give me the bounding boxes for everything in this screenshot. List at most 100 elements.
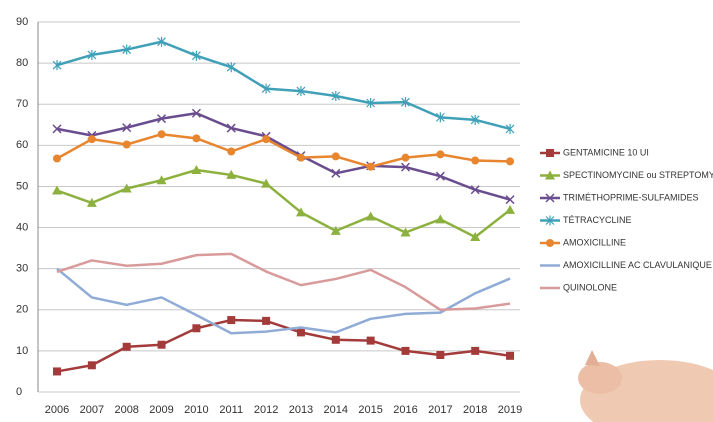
pig-decoration: [578, 350, 713, 422]
y-tick-label: 10: [16, 345, 28, 357]
marker: [471, 156, 480, 165]
marker: [122, 44, 132, 55]
marker: [226, 123, 236, 133]
marker: [470, 185, 480, 195]
x-tick-label: 2013: [289, 404, 313, 416]
y-tick-label: 50: [16, 180, 28, 192]
marker: [296, 153, 305, 162]
legend-label: QUINOLONE: [563, 282, 617, 292]
marker: [505, 123, 515, 134]
marker: [400, 227, 411, 237]
marker: [227, 316, 236, 325]
marker: [365, 211, 376, 221]
marker: [191, 50, 201, 61]
marker: [330, 225, 341, 235]
legend-label: AMOXICILLINE: [563, 237, 626, 247]
marker: [191, 165, 202, 174]
marker: [52, 60, 62, 71]
marker: [87, 49, 97, 60]
marker: [191, 108, 201, 118]
marker: [52, 124, 62, 134]
x-tick-label: 2007: [80, 404, 104, 416]
marker: [192, 134, 201, 143]
marker: [400, 162, 411, 172]
marker: [546, 239, 554, 247]
x-tick-label: 2009: [149, 404, 173, 416]
marker: [470, 114, 480, 125]
x-tick-label: 2016: [393, 404, 417, 416]
y-tick-label: 90: [16, 16, 28, 28]
marker: [296, 328, 305, 337]
marker: [506, 157, 515, 166]
series-line: [56, 112, 511, 201]
marker: [436, 150, 445, 159]
marker: [545, 215, 555, 226]
marker: [366, 97, 376, 108]
x-tick-label: 2018: [463, 404, 487, 416]
marker: [53, 367, 61, 376]
marker: [261, 83, 271, 94]
marker: [53, 154, 61, 163]
marker: [331, 152, 340, 161]
series-line: [56, 40, 511, 131]
marker: [505, 204, 516, 214]
marker: [331, 335, 340, 344]
marker: [226, 169, 237, 179]
marker: [157, 340, 166, 349]
marker: [505, 195, 515, 205]
series-line: [56, 318, 511, 373]
marker: [262, 135, 271, 144]
marker: [545, 193, 555, 203]
marker: [435, 171, 445, 181]
legend-label: GENTAMICINE 10 UI: [563, 147, 649, 157]
marker: [331, 168, 341, 178]
marker: [226, 62, 236, 73]
marker: [122, 342, 131, 351]
marker: [261, 178, 272, 188]
marker: [331, 91, 341, 101]
marker: [227, 147, 236, 156]
marker: [295, 207, 306, 217]
marker: [122, 123, 132, 133]
marker: [545, 170, 555, 180]
marker: [401, 97, 410, 108]
y-tick-label: 70: [16, 98, 28, 110]
y-tick-label: 60: [16, 139, 28, 151]
y-tick-label: 20: [16, 304, 28, 316]
legend-label: SPECTINOMYCINE ou STREPTOMYCINE: [563, 170, 713, 180]
marker: [436, 351, 445, 359]
y-tick-label: 30: [16, 263, 28, 275]
marker: [366, 162, 375, 171]
x-tick-label: 2010: [184, 404, 208, 416]
legend-label: TRIMÉTHOPRIME-SULFAMIDES: [563, 192, 699, 202]
marker: [52, 185, 62, 195]
marker: [156, 175, 167, 185]
marker: [401, 153, 410, 162]
marker: [122, 140, 131, 149]
y-tick-label: 80: [16, 57, 28, 69]
x-tick-label: 2015: [358, 404, 382, 416]
marker: [470, 232, 481, 242]
y-tick-label: 40: [16, 221, 28, 233]
marker: [471, 346, 480, 355]
legend-label: TÉTRACYCLINE: [563, 215, 632, 225]
x-tick-label: 2012: [254, 404, 278, 416]
series-line: [56, 252, 511, 312]
legend-label: AMOXICILLINE AC CLAVULANIQUE: [563, 260, 712, 270]
series-line: [56, 132, 511, 168]
marker: [192, 324, 201, 333]
marker: [401, 346, 410, 355]
marker: [262, 316, 271, 325]
series-line: [56, 168, 511, 239]
marker: [435, 214, 446, 224]
marker: [435, 112, 445, 123]
marker: [86, 197, 97, 207]
x-tick-label: 2008: [114, 404, 138, 416]
marker: [506, 351, 515, 360]
x-tick-label: 2017: [428, 404, 452, 416]
marker: [366, 336, 375, 345]
marker: [87, 361, 96, 370]
x-tick-label: 2019: [498, 404, 522, 416]
series-line: [56, 267, 511, 335]
